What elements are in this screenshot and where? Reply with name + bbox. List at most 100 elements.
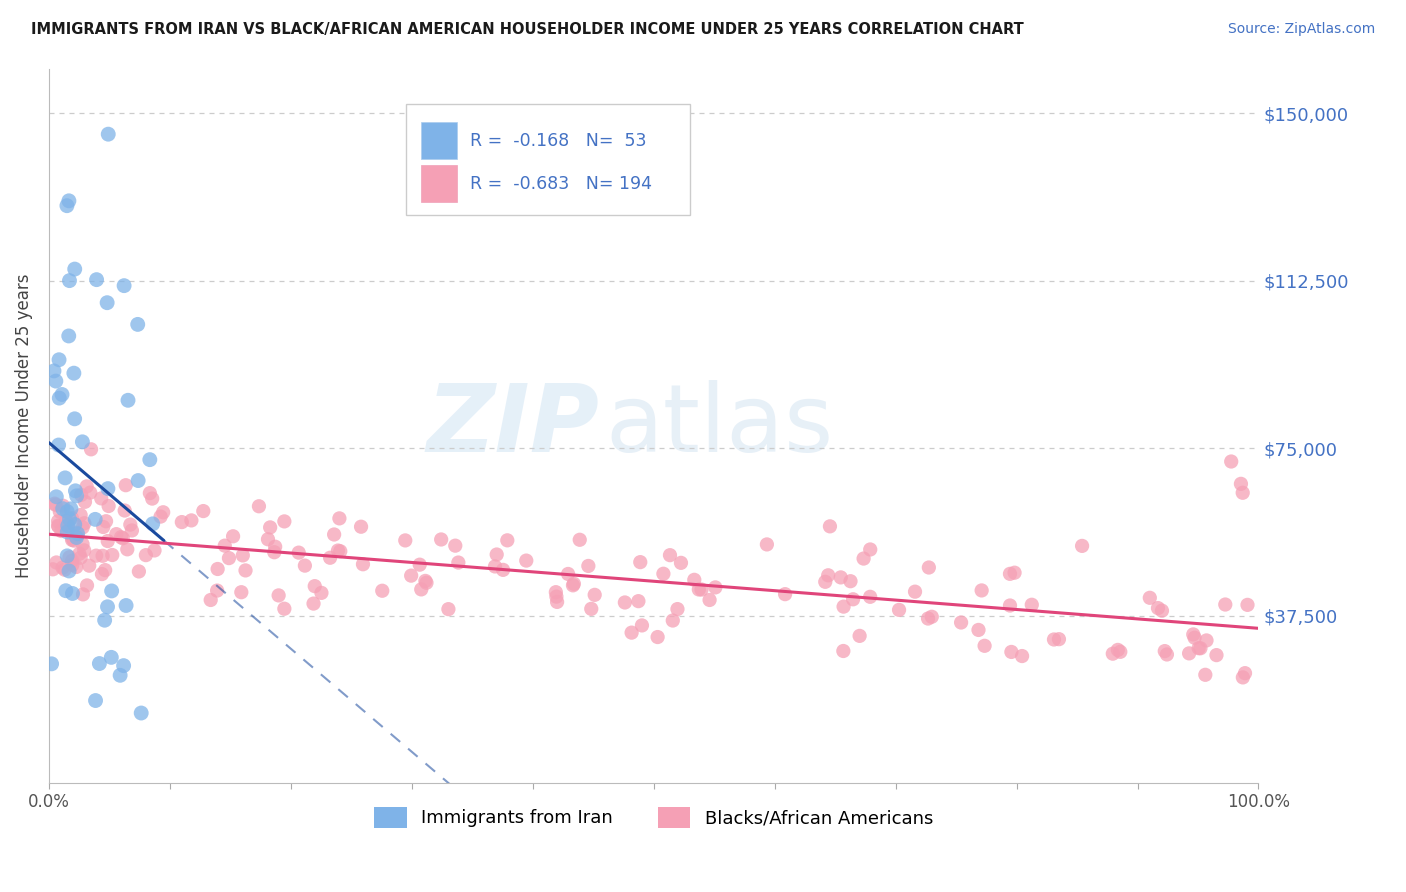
Point <box>568 533 591 547</box>
Point <box>544 585 567 599</box>
Point <box>973 639 995 653</box>
Point <box>51 524 73 538</box>
Point <box>350 519 373 533</box>
Point <box>631 618 654 632</box>
Point <box>96 295 118 310</box>
Point <box>66 526 89 541</box>
Point <box>53 471 76 485</box>
Point <box>492 563 515 577</box>
Point <box>60 554 83 568</box>
Point <box>66 528 89 542</box>
Point <box>93 613 115 627</box>
Point <box>200 593 222 607</box>
Point <box>58 194 80 208</box>
Point <box>662 614 685 628</box>
Point <box>170 515 193 529</box>
Point <box>447 556 470 570</box>
Point <box>84 549 107 563</box>
Point <box>904 584 927 599</box>
Point <box>45 374 67 388</box>
Point <box>773 587 796 601</box>
Point <box>814 574 837 589</box>
Point <box>101 548 124 562</box>
Point <box>84 693 107 707</box>
Point <box>100 650 122 665</box>
Point <box>832 644 855 658</box>
Point <box>89 657 111 671</box>
Point <box>55 514 77 528</box>
Point <box>66 525 89 540</box>
Point <box>273 601 295 615</box>
Point <box>117 393 139 408</box>
Point <box>496 533 519 548</box>
Point <box>1236 598 1258 612</box>
Point <box>72 587 94 601</box>
Point <box>62 586 84 600</box>
Point <box>45 498 67 512</box>
Point <box>1188 641 1211 656</box>
Point <box>311 586 333 600</box>
Point <box>127 318 149 332</box>
Point <box>76 479 98 493</box>
Point <box>852 551 875 566</box>
Point <box>97 534 120 549</box>
Point <box>437 602 460 616</box>
Point <box>1021 598 1043 612</box>
Point <box>647 630 669 644</box>
Point <box>73 495 96 509</box>
Point <box>111 531 134 545</box>
Point <box>135 548 157 562</box>
Point <box>1000 645 1022 659</box>
Point <box>1004 566 1026 580</box>
Y-axis label: Householder Income Under 25 years: Householder Income Under 25 years <box>15 274 32 578</box>
Point <box>652 566 675 581</box>
Point <box>690 582 713 597</box>
Point <box>48 391 70 405</box>
Point <box>52 501 75 516</box>
Point <box>818 519 841 533</box>
Point <box>77 558 100 573</box>
Point <box>755 537 778 551</box>
Point <box>56 520 79 534</box>
Point <box>247 500 270 514</box>
Point <box>48 519 70 533</box>
Point <box>143 543 166 558</box>
FancyBboxPatch shape <box>422 165 457 202</box>
Point <box>97 482 120 496</box>
Point <box>56 549 79 563</box>
Point <box>328 511 350 525</box>
Point <box>294 558 316 573</box>
Point <box>921 609 943 624</box>
Point <box>1156 648 1178 662</box>
Point <box>842 592 865 607</box>
Point <box>62 532 84 546</box>
Point <box>887 603 910 617</box>
Point <box>66 489 89 503</box>
Point <box>352 558 374 572</box>
Point <box>817 568 839 582</box>
Point <box>699 593 721 607</box>
Point <box>1109 645 1132 659</box>
Point <box>1150 604 1173 618</box>
Point <box>94 514 117 528</box>
Point <box>1043 632 1066 647</box>
Point <box>63 366 86 380</box>
Point <box>112 278 135 293</box>
Point <box>1101 647 1123 661</box>
Point <box>55 583 77 598</box>
Point <box>1213 598 1236 612</box>
Point <box>67 547 90 561</box>
Point <box>287 546 309 560</box>
FancyBboxPatch shape <box>422 122 457 160</box>
Point <box>48 438 70 452</box>
Point <box>112 658 135 673</box>
Point <box>1139 591 1161 605</box>
Point <box>70 488 93 502</box>
Point <box>688 582 710 597</box>
Point <box>839 574 862 589</box>
Point <box>128 565 150 579</box>
Point <box>1071 539 1094 553</box>
Point <box>59 501 82 516</box>
Point <box>56 505 79 519</box>
Text: Source: ZipAtlas.com: Source: ZipAtlas.com <box>1227 22 1375 37</box>
